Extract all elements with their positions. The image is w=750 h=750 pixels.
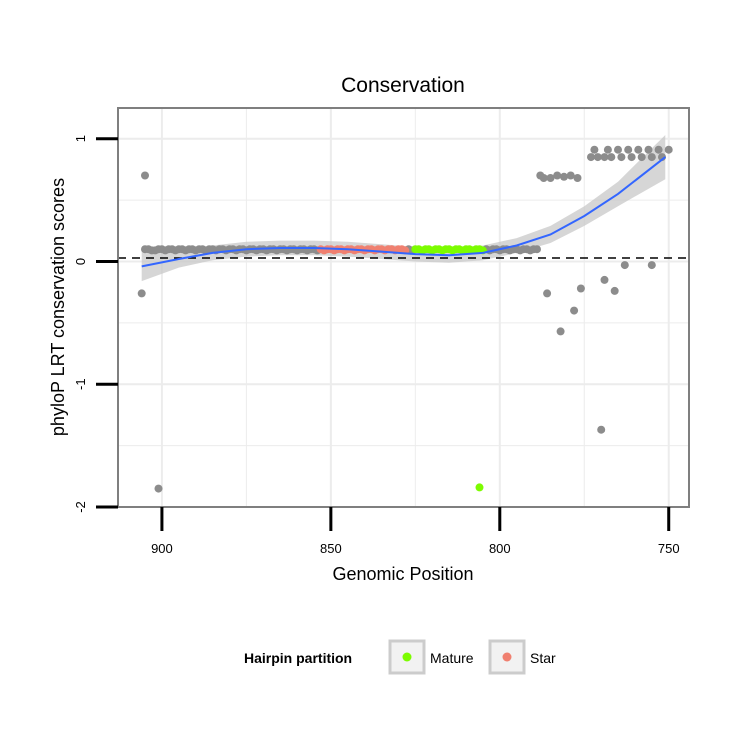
y-axis: -2 -1 0 1 — [73, 135, 118, 513]
data-point-other — [647, 153, 656, 162]
data-point-other — [644, 145, 653, 154]
legend-marker-mature — [402, 652, 412, 662]
data-point-other — [141, 171, 149, 180]
y-tick-label: -1 — [73, 378, 88, 390]
data-point-other — [154, 484, 163, 493]
y-tick-label: -2 — [73, 501, 88, 513]
smooth-line — [141, 156, 666, 268]
data-point-other — [603, 145, 612, 154]
data-point-other — [610, 286, 619, 295]
data-point-other — [593, 153, 602, 162]
smooth-line-layer — [141, 156, 666, 268]
data-point-other — [573, 174, 582, 182]
legend-title: Hairpin partition — [244, 650, 352, 666]
data-point-other — [607, 153, 616, 162]
data-point-other — [539, 174, 548, 182]
legend-label-mature: Mature — [430, 650, 474, 666]
data-point-other — [654, 145, 663, 154]
data-point-other — [627, 153, 636, 162]
y-axis-title: phyloP LRT conservation scores — [48, 178, 68, 436]
data-point-other — [664, 145, 673, 154]
confidence-ribbon — [141, 135, 666, 282]
data-point-other — [553, 171, 562, 180]
data-point-other — [600, 275, 609, 284]
data-point-other — [600, 153, 609, 162]
data-point-other — [634, 145, 643, 154]
data-point-other — [614, 145, 622, 154]
data-point-other — [543, 289, 552, 298]
data-point-mature — [475, 483, 484, 492]
data-point-other — [617, 153, 626, 162]
x-tick-label: 800 — [489, 541, 511, 556]
data-point-other — [590, 145, 599, 154]
x-tick-label: 850 — [320, 541, 342, 556]
legend-marker-star — [502, 652, 512, 662]
data-point-other — [624, 145, 633, 154]
y-tick-label: 1 — [73, 135, 88, 142]
data-point-other — [647, 261, 656, 270]
x-axis: 900 850 800 750 — [151, 507, 680, 556]
x-tick-label: 900 — [151, 541, 173, 556]
data-point-other — [546, 174, 555, 182]
data-point-other — [620, 261, 629, 270]
data-point-other — [637, 153, 646, 162]
legend-label-star: Star — [530, 650, 556, 666]
data-point-other — [570, 306, 579, 315]
y-tick-label: 0 — [73, 258, 88, 265]
data-points — [137, 145, 673, 493]
data-point-other — [566, 171, 575, 180]
chart-title: Conservation — [341, 74, 465, 97]
data-point-other — [576, 284, 585, 293]
x-tick-label: 750 — [658, 541, 680, 556]
confidence-ribbon-layer — [141, 135, 666, 282]
data-point-other — [560, 172, 568, 181]
x-axis-title: Genomic Position — [332, 564, 473, 584]
data-point-other — [137, 289, 146, 298]
data-point-other — [533, 245, 541, 254]
data-point-other — [587, 153, 595, 162]
plot-panel-border — [117, 107, 690, 508]
legend: Hairpin partition Mature Star — [244, 639, 556, 675]
data-point-other — [556, 327, 565, 336]
data-point-other — [597, 425, 606, 434]
